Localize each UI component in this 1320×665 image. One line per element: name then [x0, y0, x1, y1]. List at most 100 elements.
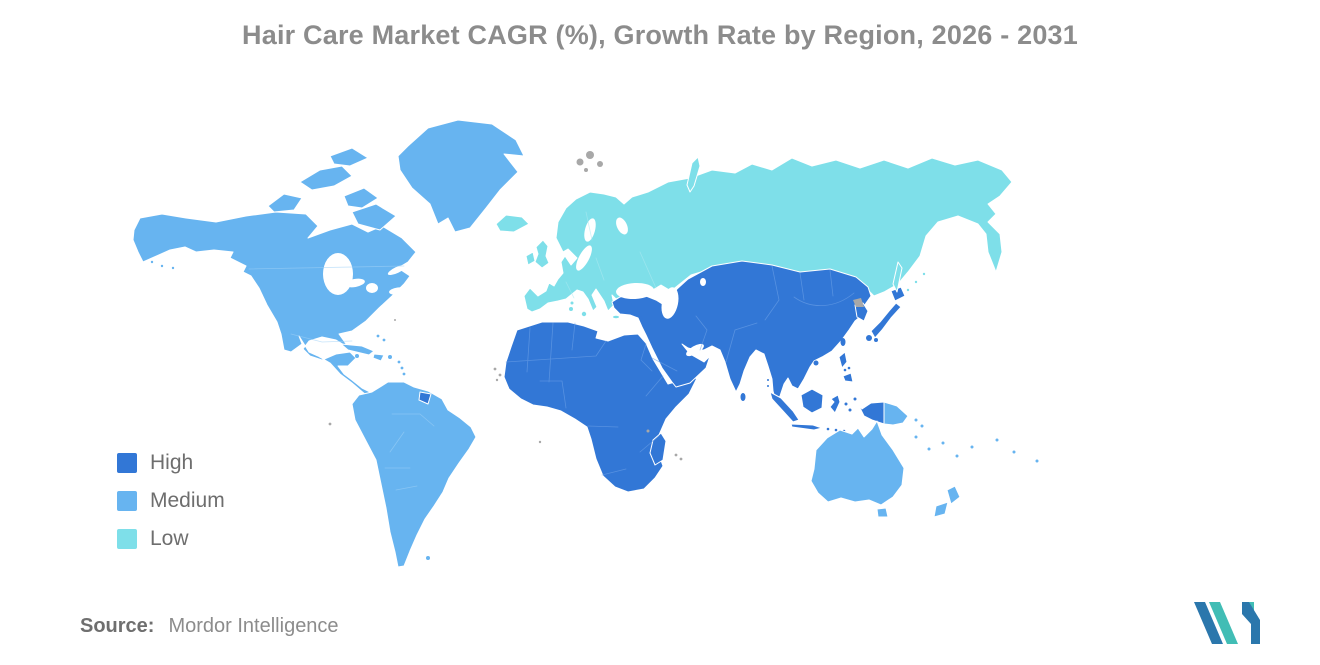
- white-sea: [616, 217, 628, 235]
- sea-overlays: [323, 217, 961, 357]
- island-mindanao: [842, 372, 854, 383]
- swatch-low: [117, 529, 137, 549]
- island-reunion: [679, 457, 683, 461]
- island-kyushu: [866, 335, 872, 341]
- great-lakes: [389, 287, 407, 295]
- gulf-st-lawrence: [387, 264, 407, 276]
- island-shikoku: [874, 338, 878, 342]
- arctic-island-ellesmere: [329, 147, 369, 167]
- island-cape-verde: [498, 373, 502, 377]
- sea-of-okhotsk: [933, 238, 961, 270]
- island-lesser-antilles: [402, 372, 406, 376]
- island-mauritius: [674, 453, 678, 457]
- great-lakes: [366, 283, 378, 293]
- island-solomon: [914, 418, 918, 422]
- island-pacific: [955, 454, 959, 458]
- arctic-island: [299, 165, 353, 191]
- legend-label-high: High: [150, 451, 194, 474]
- region-europe-russia-low: [495, 156, 1013, 319]
- landmass-north-america: [132, 211, 417, 396]
- island-cape-verde: [493, 367, 497, 371]
- island-pacific: [1012, 450, 1016, 454]
- island-lesser-antilles: [400, 366, 404, 370]
- legend-item-medium: Medium: [117, 489, 225, 512]
- island-bahamas: [382, 338, 386, 342]
- island-sicily: [581, 311, 587, 317]
- island-moluccas: [853, 397, 857, 401]
- island-sakhalin: [892, 261, 903, 293]
- territory-north-korea: [853, 298, 864, 307]
- hudson-bay: [323, 253, 353, 295]
- island-new-guinea-east: [883, 401, 909, 426]
- region-overlay-high: [418, 391, 432, 405]
- island-borneo: [800, 388, 824, 414]
- arctic-island: [343, 187, 379, 209]
- landmass-iceland: [495, 214, 530, 233]
- territory-french-guiana: [418, 391, 432, 405]
- island-corsica: [570, 301, 574, 305]
- island-aleutian: [150, 260, 154, 264]
- arctic-island: [267, 193, 303, 213]
- island-cuba: [340, 343, 375, 356]
- great-lakes: [345, 278, 365, 288]
- swatch-medium: [117, 491, 137, 511]
- arctic-island-baffin: [351, 203, 397, 231]
- island-new-zealand-south: [933, 501, 949, 518]
- island-solomon: [920, 424, 924, 428]
- landmass-great-britain: [534, 239, 550, 269]
- island-svalbard: [586, 151, 594, 159]
- island-moluccas: [844, 402, 848, 406]
- island-bahamas: [376, 334, 380, 338]
- mordor-intelligence-logo: [1194, 602, 1260, 644]
- country-borders-high: [505, 265, 855, 476]
- persian-gulf: [686, 343, 704, 357]
- landmass-madagascar: [649, 432, 667, 466]
- island-galapagos: [328, 422, 332, 426]
- legend-label-low: Low: [150, 527, 189, 550]
- island-svalbard: [597, 161, 603, 167]
- island-hispaniola: [372, 353, 385, 362]
- island-andaman: [767, 385, 769, 387]
- island-st-helena: [538, 440, 542, 444]
- source-line: Source: Mordor Intelligence: [80, 615, 339, 638]
- landmass-novaya-zemlya: [686, 156, 701, 193]
- landmass-eurasia-north: [523, 157, 1013, 313]
- island-cape-verde: [495, 378, 499, 382]
- island-andaman: [767, 379, 769, 381]
- island-new-guinea-west: [857, 401, 885, 425]
- legend-item-high: High: [117, 451, 225, 474]
- island-puerto-rico: [388, 355, 392, 359]
- island-sumatra: [769, 391, 800, 423]
- island-pacific: [970, 445, 974, 449]
- island-luzon: [838, 351, 848, 369]
- source-value: Mordor Intelligence: [168, 615, 339, 637]
- black-sea: [616, 282, 654, 300]
- landmass-japan-honshu: [870, 302, 902, 339]
- landmass-greenland: [397, 119, 525, 233]
- island-hainan: [813, 360, 819, 366]
- island-pacific: [927, 447, 931, 451]
- island-aleutian: [160, 264, 164, 268]
- legend-swatch-high: [117, 453, 137, 473]
- island-new-zealand-north: [946, 485, 961, 505]
- island-taiwan: [840, 338, 846, 346]
- legend: High Medium Low: [117, 451, 225, 567]
- island-kuril: [914, 280, 918, 284]
- island-cyprus: [639, 316, 643, 320]
- landmass-australia: [810, 420, 905, 506]
- legend-label-medium: Medium: [150, 489, 225, 512]
- logo-blue-band: [1194, 602, 1223, 644]
- island-jamaica: [355, 354, 359, 358]
- legend-swatch-low: [117, 529, 137, 549]
- island-sri-lanka: [740, 393, 746, 401]
- island-lesser-sunda: [834, 428, 838, 432]
- page-title: Hair Care Market CAGR (%), Growth Rate b…: [242, 20, 1078, 50]
- landmass-south-america: [351, 381, 477, 568]
- island-visayas: [847, 366, 851, 370]
- island-moluccas: [848, 408, 852, 412]
- region-overlay-low: [892, 261, 926, 293]
- logo-teal-band: [1209, 602, 1238, 644]
- island-pacific: [995, 438, 999, 442]
